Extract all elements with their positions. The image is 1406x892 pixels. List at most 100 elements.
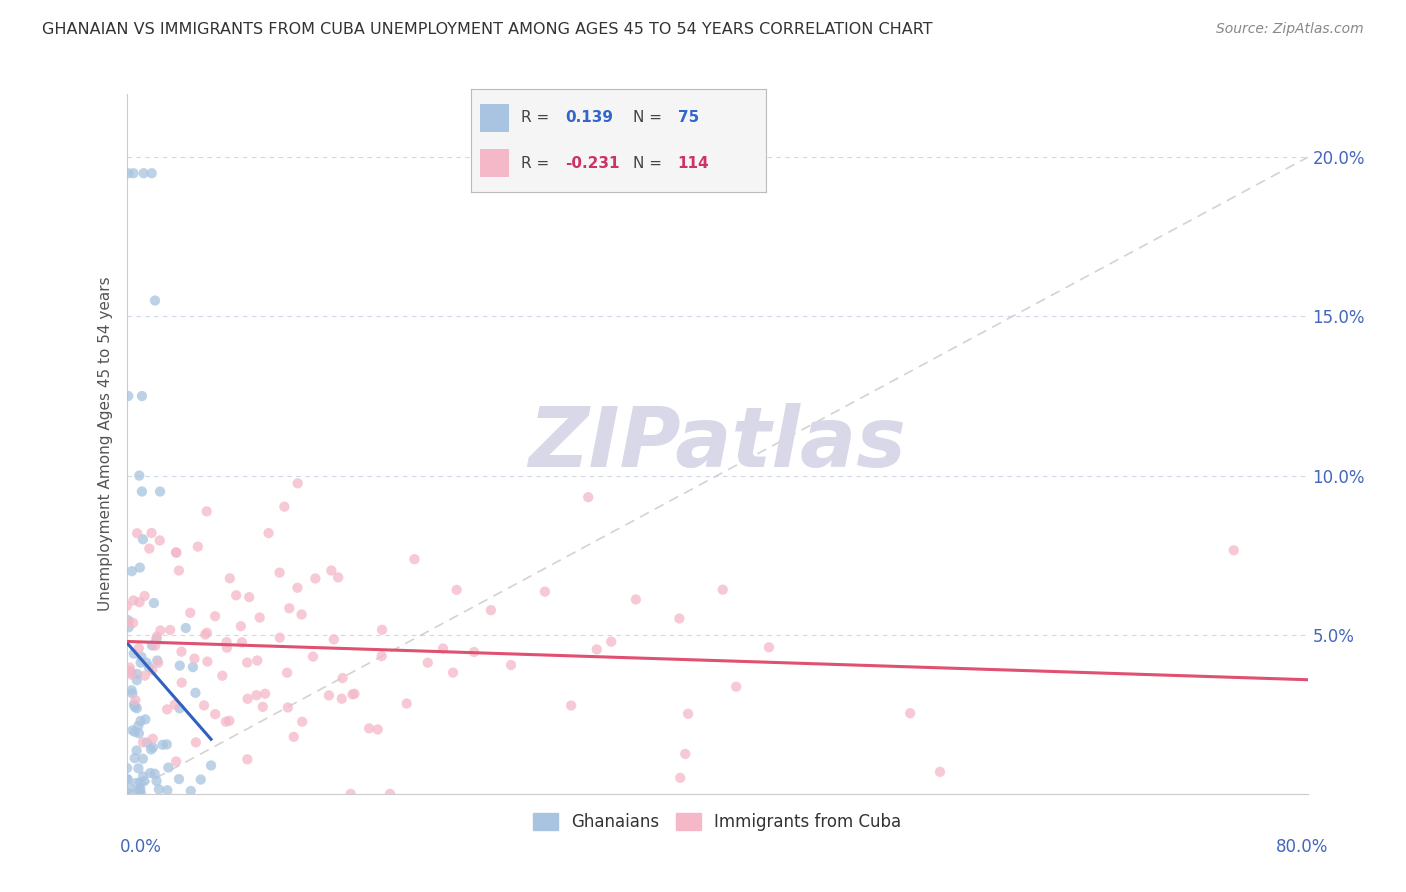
Immigrants from Cuba (179, 606, 201, 620)
Ghanaians (190, 772, 212, 787)
Ghanaians (169, 658, 191, 673)
Ghanaians (121, 564, 143, 578)
Immigrants from Cuba (758, 640, 780, 655)
Immigrants from Cuba (163, 698, 186, 712)
Ghanaians (121, 723, 143, 738)
Ghanaians (156, 783, 179, 797)
Ghanaians (115, 761, 138, 775)
Immigrants from Cuba (416, 656, 439, 670)
Ghanaians (132, 533, 155, 547)
Ghanaians (135, 735, 157, 749)
Immigrants from Cuba (145, 630, 167, 644)
Immigrants from Cuba (167, 564, 190, 578)
Immigrants from Cuba (122, 593, 145, 607)
Ghanaians (145, 632, 167, 647)
Immigrants from Cuba (359, 722, 381, 736)
Immigrants from Cuba (149, 533, 172, 548)
Immigrants from Cuba (370, 649, 392, 664)
Ghanaians (139, 742, 162, 756)
Immigrants from Cuba (149, 624, 172, 638)
Immigrants from Cuba (479, 603, 502, 617)
Ghanaians (132, 752, 155, 766)
Ghanaians (132, 166, 155, 180)
Immigrants from Cuba (146, 656, 169, 670)
Ghanaians (127, 719, 149, 733)
Ghanaians (128, 468, 150, 483)
Immigrants from Cuba (576, 490, 599, 504)
Immigrants from Cuba (204, 609, 226, 624)
Text: N =: N = (633, 155, 668, 170)
Immigrants from Cuba (211, 669, 233, 683)
Text: 114: 114 (678, 155, 709, 170)
Ghanaians (141, 638, 163, 652)
Immigrants from Cuba (441, 665, 464, 680)
Immigrants from Cuba (195, 625, 218, 640)
Ghanaians (148, 782, 170, 797)
Ghanaians (117, 772, 139, 787)
Immigrants from Cuba (283, 730, 305, 744)
Ghanaians (117, 166, 139, 180)
Immigrants from Cuba (585, 642, 607, 657)
Immigrants from Cuba (269, 566, 291, 580)
Ghanaians (121, 686, 143, 700)
Immigrants from Cuba (121, 668, 143, 682)
Immigrants from Cuba (668, 611, 690, 625)
Immigrants from Cuba (193, 698, 215, 713)
Immigrants from Cuba (218, 714, 240, 728)
Ghanaians (125, 776, 148, 790)
Ghanaians (152, 738, 174, 752)
Immigrants from Cuba (600, 634, 623, 648)
Immigrants from Cuba (287, 581, 309, 595)
Text: R =: R = (522, 155, 554, 170)
FancyBboxPatch shape (479, 103, 509, 132)
Immigrants from Cuba (291, 714, 314, 729)
Ghanaians (125, 743, 148, 757)
Immigrants from Cuba (127, 526, 149, 541)
Immigrants from Cuba (339, 787, 361, 801)
Immigrants from Cuba (195, 504, 218, 518)
Immigrants from Cuba (560, 698, 582, 713)
Ghanaians (124, 699, 146, 714)
Immigrants from Cuba (499, 658, 522, 673)
Immigrants from Cuba (142, 731, 165, 746)
Immigrants from Cuba (332, 671, 354, 685)
Ghanaians (129, 781, 152, 796)
Immigrants from Cuba (122, 615, 145, 630)
Immigrants from Cuba (117, 615, 139, 630)
Immigrants from Cuba (287, 476, 309, 491)
Immigrants from Cuba (342, 688, 364, 702)
Immigrants from Cuba (290, 607, 312, 622)
Ghanaians (121, 683, 143, 698)
Immigrants from Cuba (252, 699, 274, 714)
Ghanaians (169, 701, 191, 715)
Ghanaians (118, 781, 141, 796)
Immigrants from Cuba (624, 592, 647, 607)
Immigrants from Cuba (929, 764, 952, 779)
Immigrants from Cuba (165, 755, 187, 769)
Immigrants from Cuba (302, 649, 325, 664)
Immigrants from Cuba (330, 691, 353, 706)
Ghanaians (146, 654, 169, 668)
Legend: Ghanaians, Immigrants from Cuba: Ghanaians, Immigrants from Cuba (526, 806, 908, 838)
Text: 0.0%: 0.0% (120, 838, 162, 855)
Ghanaians (127, 667, 149, 681)
Ghanaians (134, 774, 156, 789)
Ghanaians (180, 784, 202, 798)
Ghanaians (184, 686, 207, 700)
Immigrants from Cuba (321, 564, 343, 578)
Text: R =: R = (522, 111, 554, 126)
Immigrants from Cuba (238, 590, 260, 604)
Immigrants from Cuba (215, 714, 238, 729)
Ghanaians (125, 673, 148, 688)
Ghanaians (118, 786, 141, 800)
Ghanaians (142, 740, 165, 755)
Immigrants from Cuba (318, 689, 340, 703)
Text: 80.0%: 80.0% (1277, 838, 1329, 855)
Immigrants from Cuba (534, 584, 557, 599)
Immigrants from Cuba (165, 546, 187, 560)
Text: 0.139: 0.139 (565, 111, 613, 126)
Immigrants from Cuba (673, 747, 696, 761)
Ghanaians (127, 761, 149, 775)
Ghanaians (143, 766, 166, 780)
Ghanaians (129, 714, 152, 728)
